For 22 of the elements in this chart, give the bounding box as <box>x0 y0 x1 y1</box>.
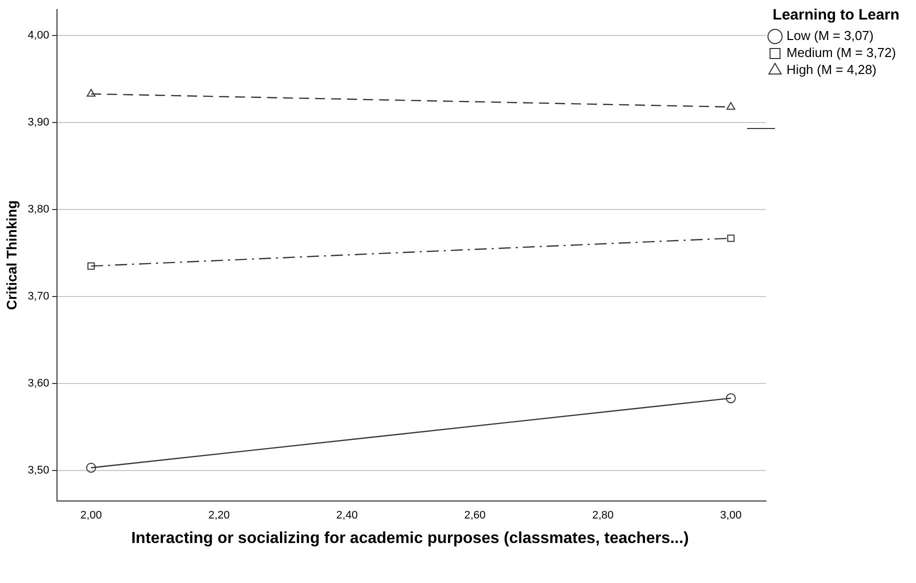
legend-label: Low (M = 3,07) <box>786 28 874 44</box>
x-tick-label: 2,20 <box>208 509 230 522</box>
legend-label: Medium (M = 3,72) <box>786 45 896 60</box>
y-tick-label: 3,80 <box>28 204 50 216</box>
legend-label: High (M = 4,28) <box>786 62 876 78</box>
point <box>86 462 96 473</box>
x-axis-title: Interacting or socializing for academic purposes (classmates, teachers...) <box>130 530 690 548</box>
point <box>727 234 735 242</box>
point <box>87 262 95 270</box>
x-tick-label: 2,00 <box>80 509 102 522</box>
y-tick-label: 4,00 <box>28 30 50 42</box>
y-tick-label: 3,60 <box>28 377 50 390</box>
legend-title: Learning to Learn <box>772 6 900 24</box>
y-axis-title: Critical Thinking <box>3 200 20 310</box>
point <box>726 393 736 404</box>
y-tick-label: 3,90 <box>28 116 50 129</box>
x-tick-label: 2,40 <box>336 509 358 522</box>
y-tick-label: 3,50 <box>28 464 50 476</box>
x-tick-label: 2,80 <box>592 509 614 522</box>
y-tick-label: 3,70 <box>28 290 50 303</box>
x-tick-label: 3,00 <box>720 509 742 522</box>
x-tick-label: 2,60 <box>464 509 486 522</box>
